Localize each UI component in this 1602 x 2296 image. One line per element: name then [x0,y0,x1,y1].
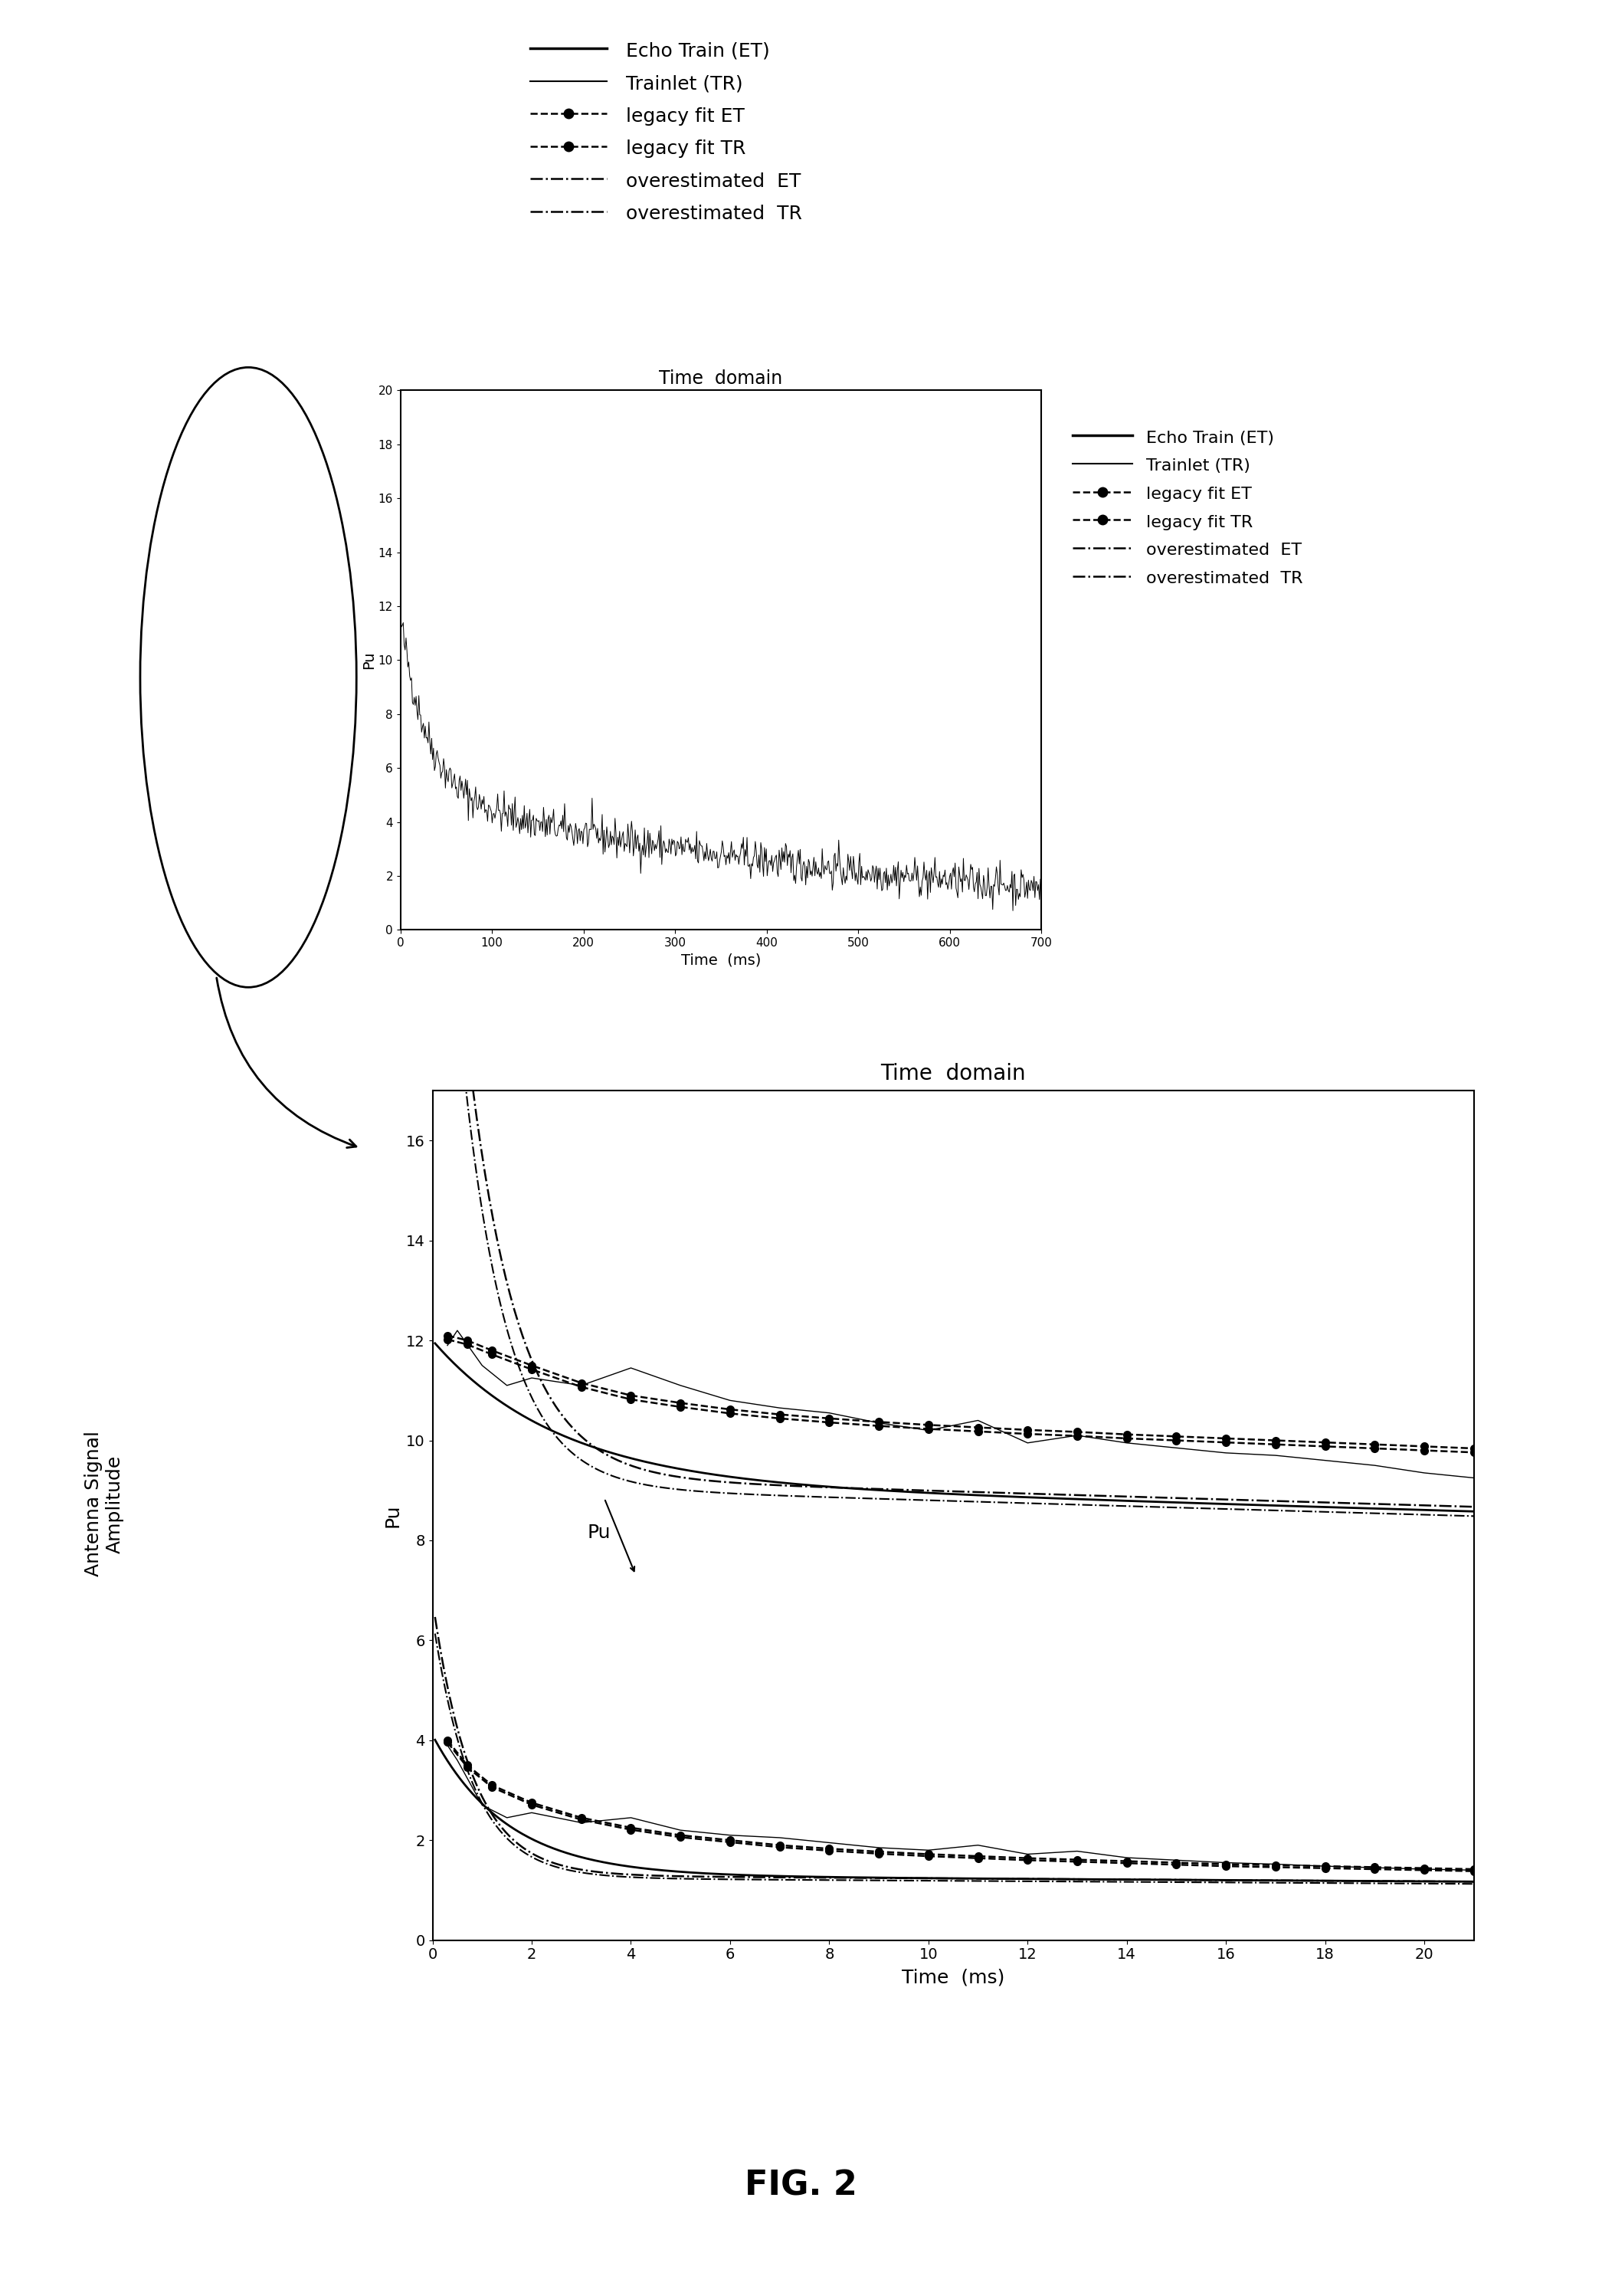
Legend: Echo Train (ET), Trainlet (TR), legacy fit ET, legacy fit TR, overestimated  ET,: Echo Train (ET), Trainlet (TR), legacy f… [522,32,809,232]
X-axis label: Time  (ms): Time (ms) [902,1968,1004,1986]
Text: Antenna Signal
Amplitude: Antenna Signal Amplitude [85,1430,123,1577]
X-axis label: Time  (ms): Time (ms) [681,953,761,967]
Text: FIG. 2: FIG. 2 [745,2170,857,2202]
Title: Time  domain: Time domain [658,370,783,388]
Text: Pu: Pu [588,1522,610,1541]
Title: Time  domain: Time domain [881,1063,1025,1084]
Y-axis label: Pu: Pu [362,652,376,668]
Legend: Echo Train (ET), Trainlet (TR), legacy fit ET, legacy fit TR, overestimated  ET,: Echo Train (ET), Trainlet (TR), legacy f… [1065,422,1309,592]
Y-axis label: Pu: Pu [383,1504,402,1527]
